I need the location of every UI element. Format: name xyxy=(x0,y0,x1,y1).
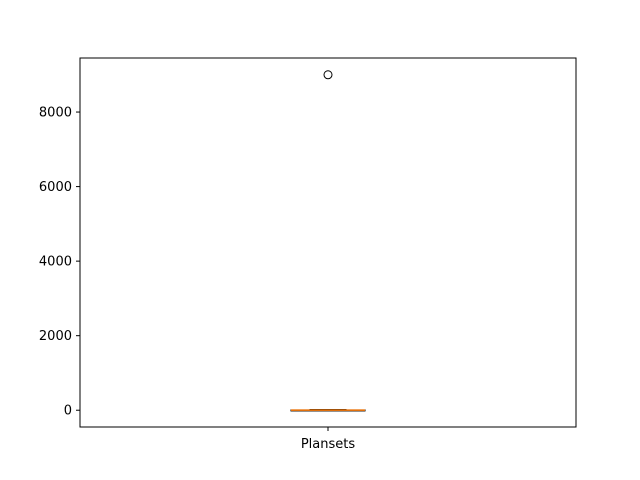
y-tick-label: 0 xyxy=(64,404,72,419)
plot-area xyxy=(79,57,577,428)
outlier-point xyxy=(323,70,333,80)
y-axis: 0 2000 4000 6000 8000 xyxy=(39,106,80,419)
y-tick-label: 8000 xyxy=(39,106,72,121)
x-tick-label: Plansets xyxy=(301,437,356,452)
y-tick-label: 4000 xyxy=(39,255,72,270)
y-tick-label: 6000 xyxy=(39,180,72,195)
y-tick-label: 2000 xyxy=(39,329,72,344)
x-axis: Plansets xyxy=(301,427,356,452)
box-plot-marks xyxy=(290,70,366,412)
